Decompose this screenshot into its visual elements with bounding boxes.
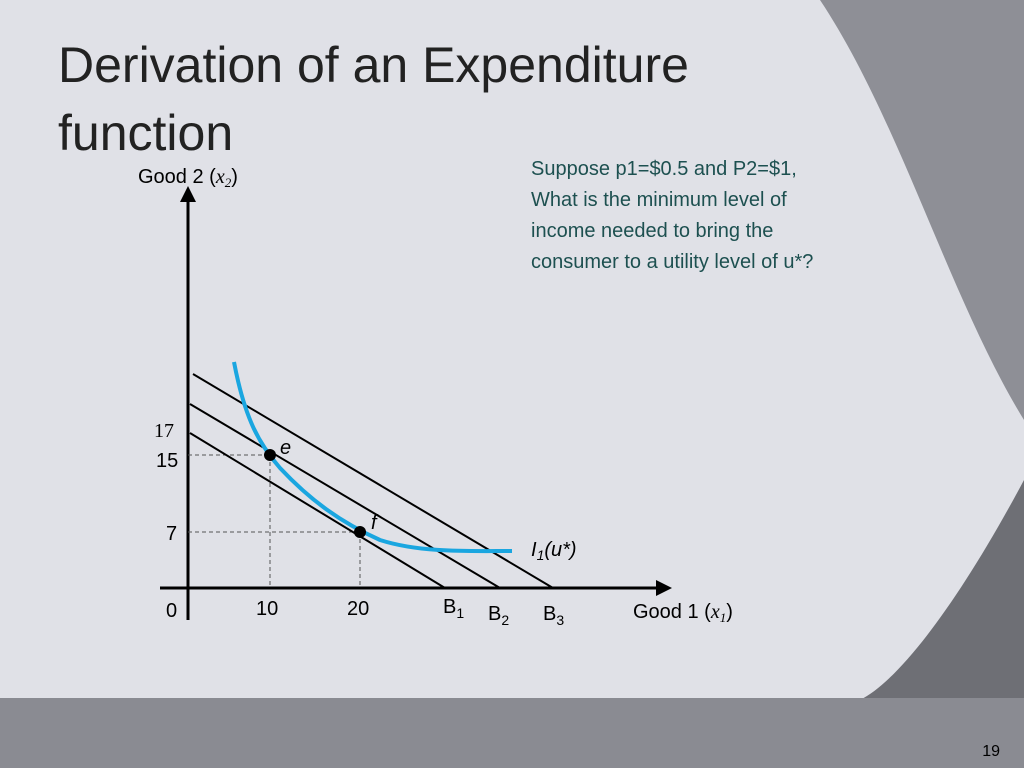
subscript: 2 [225,175,232,190]
point-label: e [280,437,291,459]
label: Good 2 ( [138,166,216,188]
title-line: function [58,105,233,161]
decor-right [820,0,1024,420]
budget-line [189,432,446,589]
question: Suppose p1=$0.5 and P2=$1, What is the m… [531,158,813,273]
y-tick-label: 17 [154,420,174,442]
budget-label: B2 [488,603,509,628]
axes [160,198,660,620]
indifference-curve [232,361,513,554]
question-line: What is the minimum level of [531,189,787,211]
label: ) [726,601,733,623]
point-label: f [371,512,379,534]
question-line: consumer to a utility level of u*? [531,251,813,273]
y-tick-label: 7 [166,523,177,545]
y-axis-label: Good 2 (x2) [138,166,238,190]
budget-label: B1 [443,596,464,621]
label: B [543,603,556,625]
y-arrow [180,186,196,202]
label: B [488,603,501,625]
guides [188,454,361,588]
question-line: Suppose p1=$0.5 and P2=$1, [531,158,797,180]
label: Good 1 ( [633,601,711,623]
origin-label: 0 [166,600,177,622]
question-line: income needed to bring the [531,220,773,242]
label: (u*) [544,539,576,561]
decor-right-lower [860,480,1024,700]
x-arrow [656,580,672,596]
variable: x [215,166,225,188]
budget-line [189,403,501,589]
curve-label: I1(u*) [531,539,577,563]
page-number: 19 [982,743,1000,760]
variable: x [710,601,720,623]
title: Derivation of an Expenditure function [58,37,703,161]
label: B [443,596,456,618]
title-line: Derivation of an Expenditure [58,37,689,93]
subscript: 1 [456,605,464,621]
label: ) [231,166,238,188]
y-tick-label: 15 [156,450,178,472]
x-tick-label: 20 [347,598,369,620]
x-axis-label: Good 1 (x1) [633,601,733,625]
subscript: 2 [501,612,509,628]
x-tick-label: 10 [256,598,278,620]
subscript: 3 [556,612,564,628]
subscript: 1 [720,610,727,625]
decor-bottom [0,698,1024,768]
subscript: 1 [537,547,545,563]
point [354,526,366,538]
point [264,449,276,461]
label: I [531,539,537,561]
budget-label: B3 [543,603,564,628]
